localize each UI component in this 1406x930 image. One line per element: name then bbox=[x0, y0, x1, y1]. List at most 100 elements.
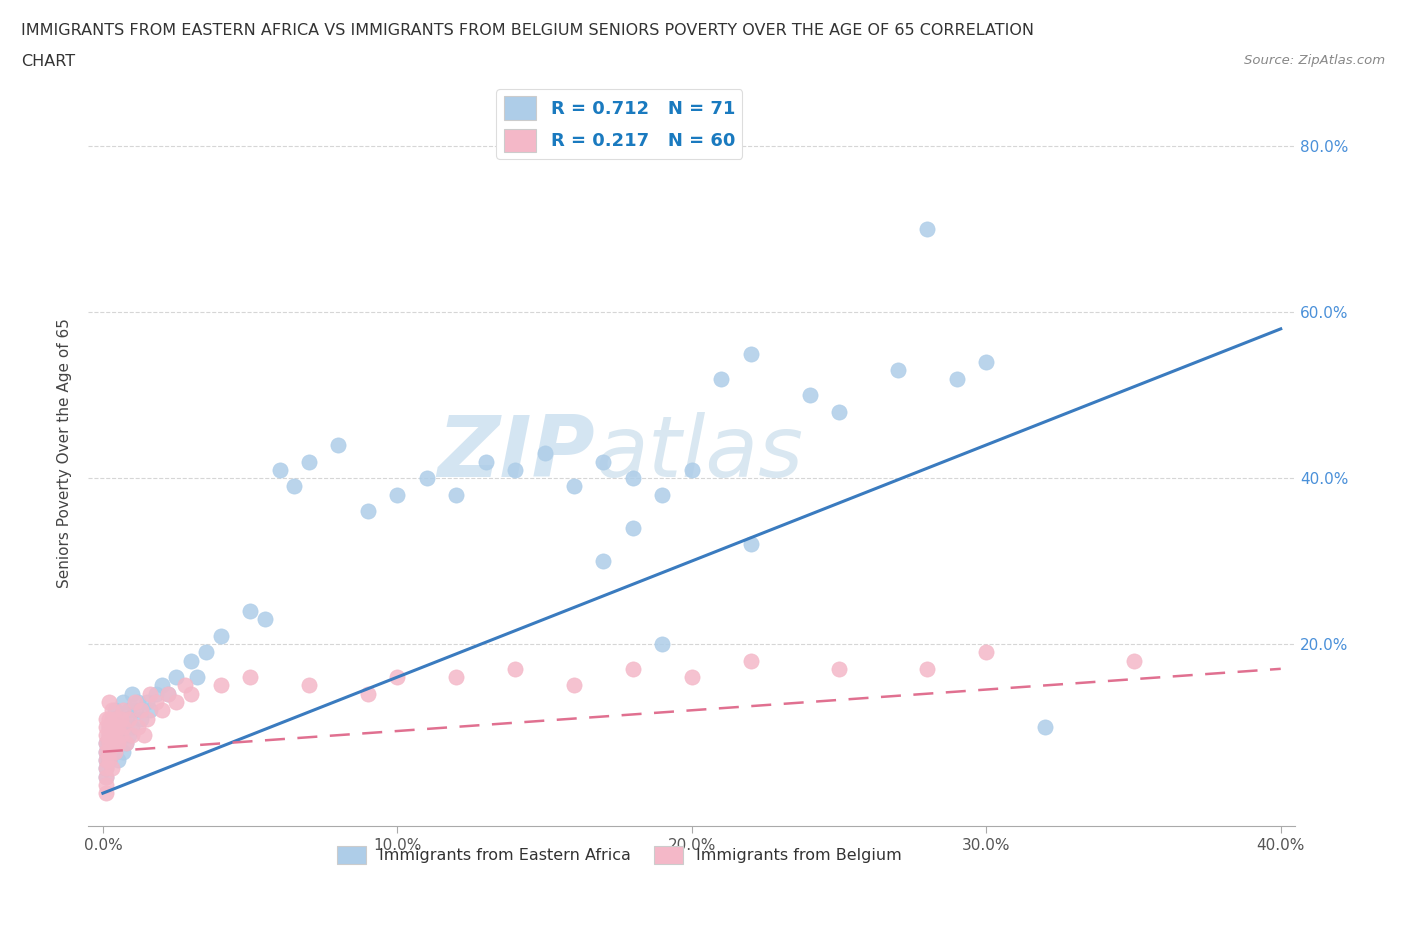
Point bbox=[100, 736, 122, 751]
Point bbox=[127, 720, 149, 735]
Point bbox=[180, 686, 202, 701]
Legend: Immigrants from Eastern Africa, Immigrants from Belgium: Immigrants from Eastern Africa, Immigran… bbox=[330, 840, 908, 870]
Point bbox=[97, 720, 120, 735]
Point bbox=[562, 678, 585, 693]
Point bbox=[710, 371, 733, 386]
Point bbox=[194, 644, 217, 659]
Point bbox=[298, 678, 321, 693]
Point bbox=[145, 695, 167, 710]
Point bbox=[100, 761, 122, 776]
Point bbox=[132, 727, 155, 742]
Text: Source: ZipAtlas.com: Source: ZipAtlas.com bbox=[1244, 54, 1385, 67]
Point bbox=[97, 727, 120, 742]
Point bbox=[592, 553, 614, 568]
Point bbox=[186, 670, 208, 684]
Point bbox=[298, 454, 321, 469]
Point bbox=[112, 703, 135, 718]
Point bbox=[136, 711, 159, 726]
Point bbox=[269, 462, 291, 477]
Point bbox=[97, 744, 120, 759]
Point bbox=[100, 703, 122, 718]
Point bbox=[94, 744, 117, 759]
Point bbox=[118, 727, 141, 742]
Y-axis label: Seniors Poverty Over the Age of 65: Seniors Poverty Over the Age of 65 bbox=[58, 318, 72, 588]
Point bbox=[387, 670, 409, 684]
Point bbox=[107, 736, 129, 751]
Point bbox=[974, 644, 997, 659]
Point bbox=[104, 703, 127, 718]
Point bbox=[121, 727, 143, 742]
Point bbox=[112, 744, 135, 759]
Point bbox=[112, 695, 135, 710]
Point bbox=[97, 752, 120, 767]
Point bbox=[174, 678, 197, 693]
Point bbox=[121, 686, 143, 701]
Point bbox=[97, 711, 120, 726]
Point bbox=[946, 371, 969, 386]
Point bbox=[416, 471, 439, 485]
Point bbox=[94, 720, 117, 735]
Point bbox=[107, 720, 129, 735]
Point bbox=[104, 711, 127, 726]
Point bbox=[94, 736, 117, 751]
Point bbox=[94, 786, 117, 801]
Point bbox=[357, 686, 380, 701]
Point bbox=[94, 777, 117, 792]
Point bbox=[107, 720, 129, 735]
Point bbox=[828, 661, 851, 676]
Point bbox=[124, 703, 146, 718]
Point bbox=[562, 479, 585, 494]
Point bbox=[253, 612, 276, 627]
Point bbox=[94, 736, 117, 751]
Point bbox=[94, 769, 117, 784]
Point bbox=[156, 686, 179, 701]
Point bbox=[651, 487, 673, 502]
Point bbox=[118, 703, 141, 718]
Point bbox=[917, 661, 939, 676]
Text: atlas: atlas bbox=[595, 412, 803, 495]
Point bbox=[444, 487, 467, 502]
Point bbox=[110, 727, 132, 742]
Point bbox=[110, 711, 132, 726]
Point bbox=[97, 695, 120, 710]
Point bbox=[444, 670, 467, 684]
Point bbox=[118, 711, 141, 726]
Point bbox=[115, 736, 138, 751]
Point bbox=[1122, 653, 1144, 668]
Point bbox=[209, 628, 232, 643]
Point bbox=[651, 636, 673, 651]
Point bbox=[97, 752, 120, 767]
Point bbox=[621, 471, 644, 485]
Point bbox=[104, 744, 127, 759]
Point bbox=[799, 388, 821, 403]
Point bbox=[115, 736, 138, 751]
Point bbox=[94, 727, 117, 742]
Point bbox=[145, 686, 167, 701]
Point bbox=[115, 711, 138, 726]
Point bbox=[150, 703, 173, 718]
Point bbox=[474, 454, 496, 469]
Point bbox=[94, 711, 117, 726]
Point bbox=[180, 653, 202, 668]
Point bbox=[129, 703, 152, 718]
Point bbox=[139, 686, 162, 701]
Point bbox=[107, 736, 129, 751]
Point bbox=[100, 720, 122, 735]
Point bbox=[94, 744, 117, 759]
Point bbox=[283, 479, 305, 494]
Point bbox=[740, 346, 762, 361]
Point bbox=[387, 487, 409, 502]
Point bbox=[357, 504, 380, 519]
Point bbox=[94, 752, 117, 767]
Point bbox=[136, 695, 159, 710]
Point bbox=[104, 744, 127, 759]
Point bbox=[239, 604, 262, 618]
Point bbox=[94, 761, 117, 776]
Point bbox=[94, 769, 117, 784]
Point bbox=[592, 454, 614, 469]
Point bbox=[239, 670, 262, 684]
Point bbox=[94, 752, 117, 767]
Point bbox=[740, 537, 762, 551]
Point bbox=[828, 405, 851, 419]
Point bbox=[121, 720, 143, 735]
